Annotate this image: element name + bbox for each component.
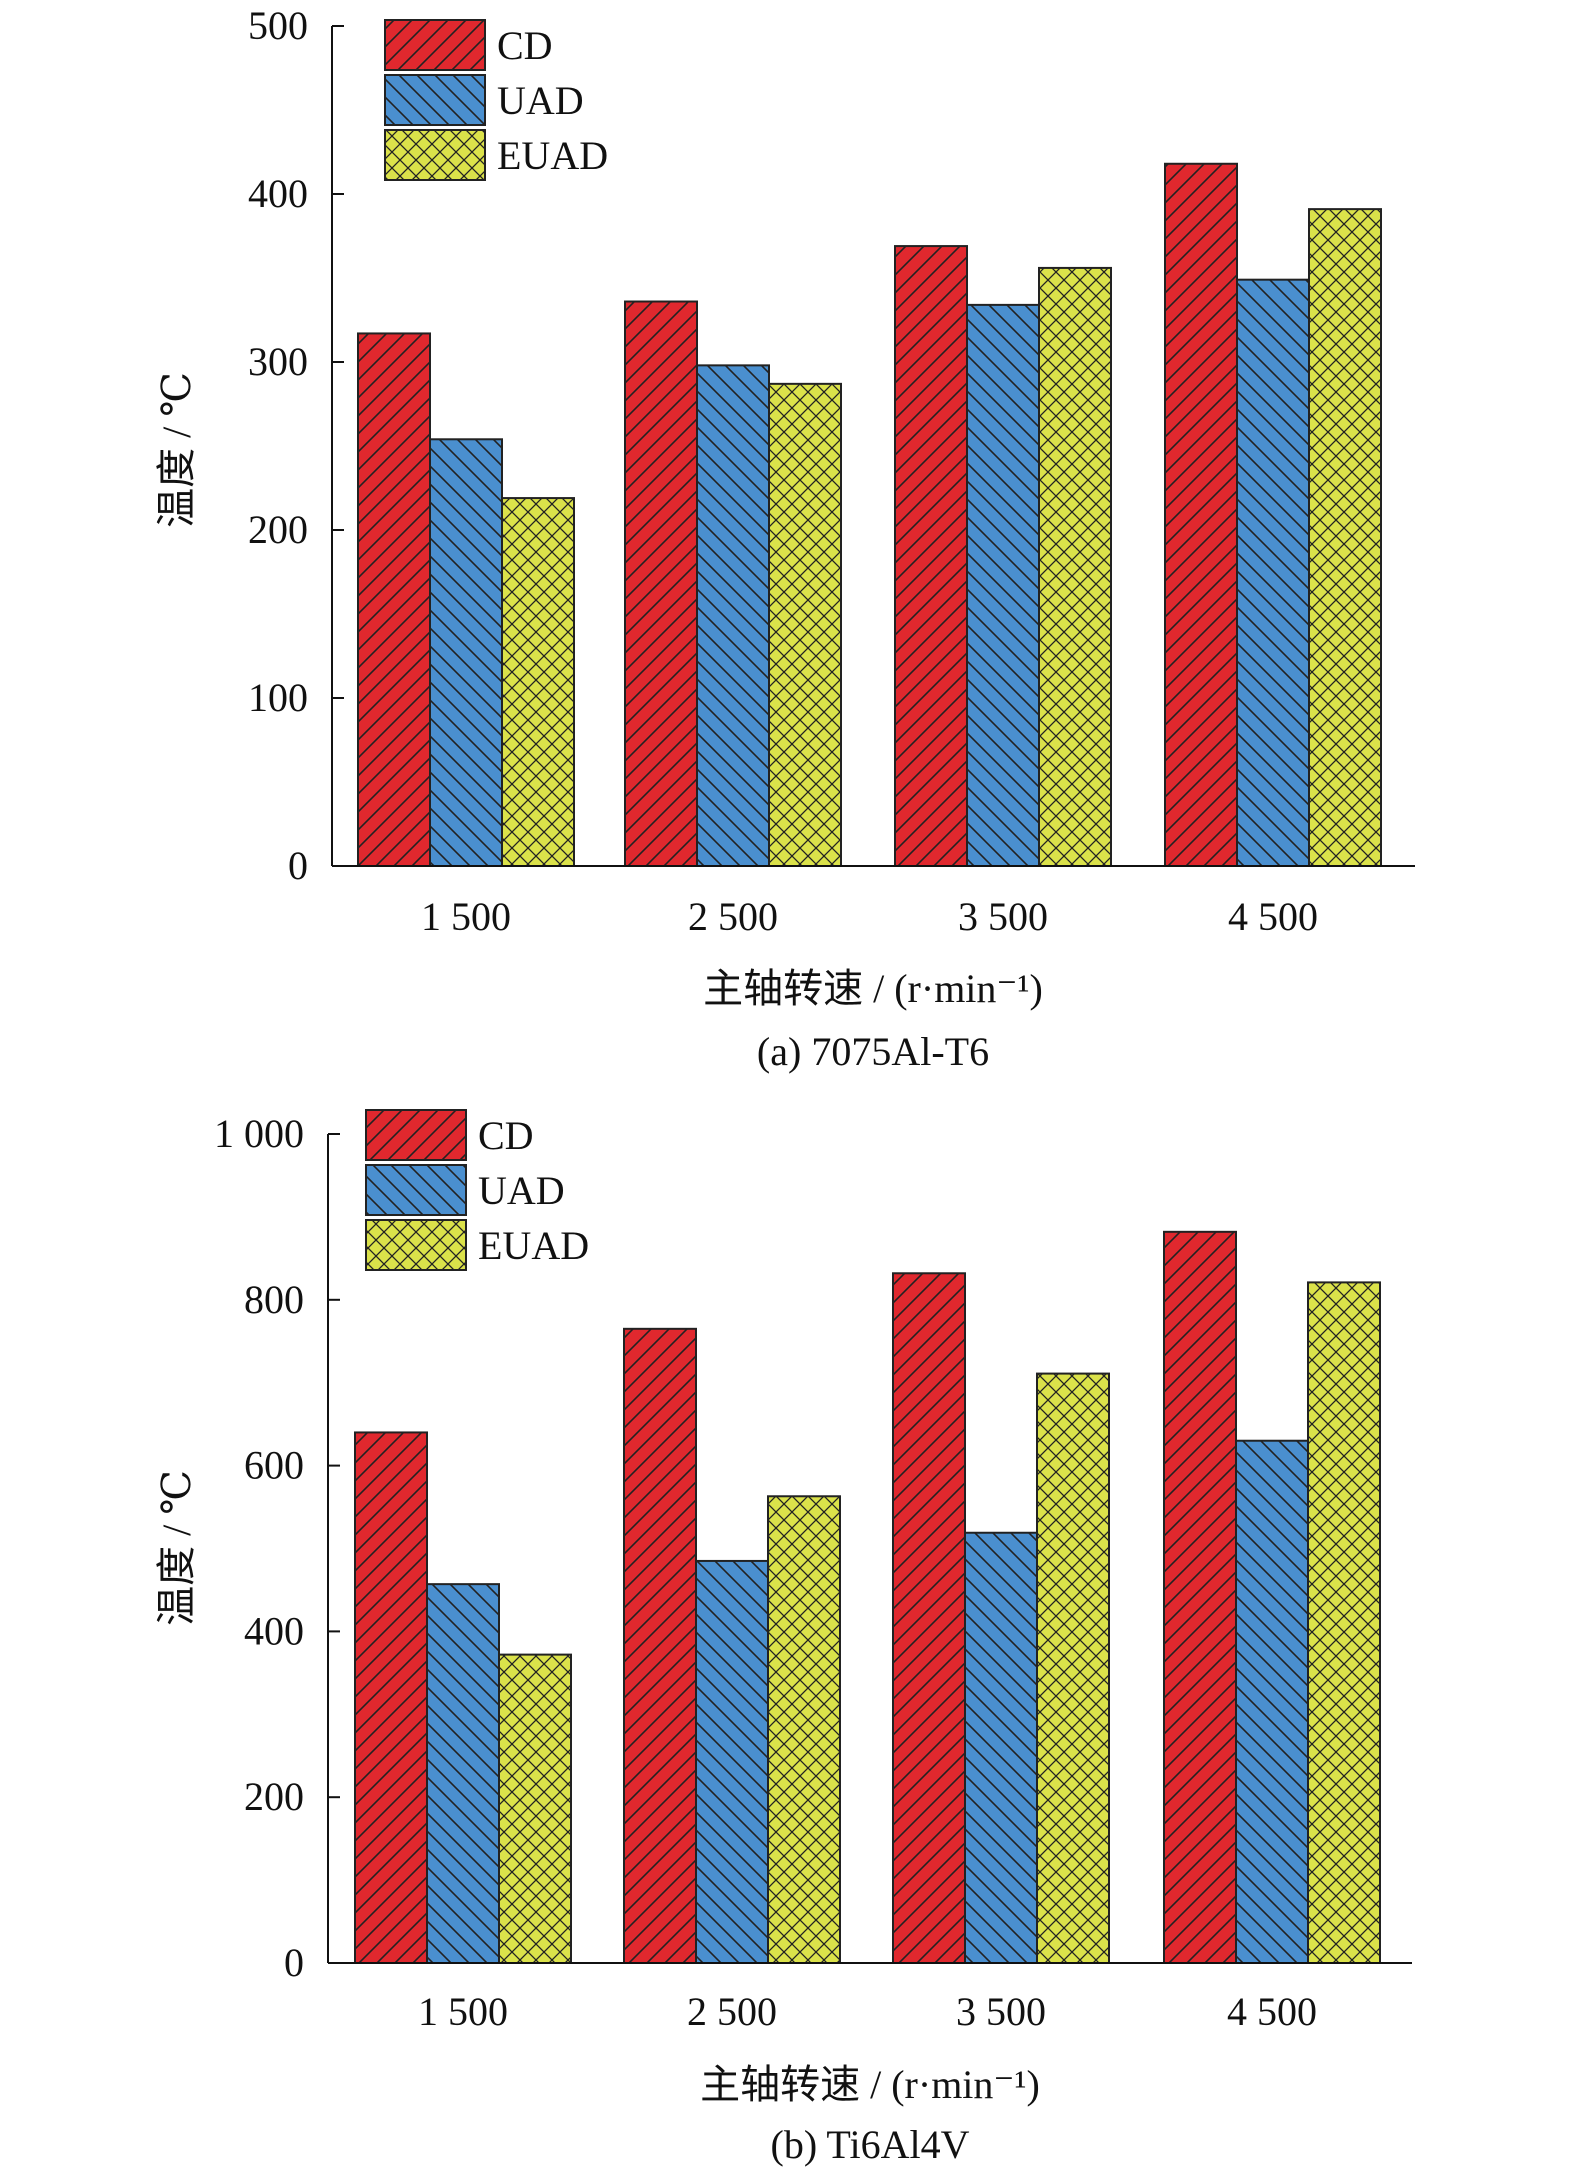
legend-b: CD UAD EUAD [365,1109,589,1271]
bar-uad-0 [426,1583,500,1964]
legend-label-euad: EUAD [497,133,608,178]
x-ticks-a: 1 500 2 500 3 500 4 500 [421,894,1318,939]
y-tick-label: 200 [248,507,308,552]
chart-panel-a: 0 100 200 300 400 500 1 500 2 500 3 500 4 500 温度… [154,3,1415,1074]
bar-uad-0 [429,438,503,867]
subtitle-b: (b) Ti6Al4V [771,2122,970,2167]
bar-cd-3 [1164,162,1238,867]
x-tick-label: 1 500 [418,1989,508,2034]
x-tick-label: 2 500 [688,894,778,939]
y-tick-label: 600 [244,1443,304,1488]
x-tick-label: 2 500 [687,1989,777,2034]
x-ticks-b: 1 500 2 500 3 500 4 500 [418,1989,1317,2034]
legend-label-cd: CD [497,23,553,68]
bar-cd-1 [624,300,698,867]
bar-euad-1 [767,1495,841,1964]
y-ticks-a: 0 100 200 300 400 500 [248,3,344,888]
bar-euad-0 [501,497,575,867]
y-ticks-b: 0 200 400 600 800 1 000 [214,1111,340,1985]
bar-uad-2 [966,303,1040,867]
y-tick-label: 200 [244,1774,304,1819]
y-axis-label-b: 温度 / ℃ [154,1470,199,1626]
x-tick-label: 1 500 [421,894,511,939]
bar-euad-1 [768,382,842,867]
bar-uad-3 [1235,1439,1309,1964]
bar-euad-2 [1038,266,1112,868]
y-tick-label: 400 [244,1608,304,1653]
y-tick-label: 800 [244,1277,304,1322]
x-axis-label-b: 主轴转速 / (r·min⁻¹) [700,2062,1040,2107]
y-tick-label: 500 [248,3,308,48]
bar-cd-0 [354,1431,428,1964]
y-tick-label: 100 [248,675,308,720]
legend-label-uad: UAD [478,1168,565,1213]
legend-swatch-cd [384,19,486,71]
legend-swatch-cd [365,1109,467,1161]
x-tick-label: 3 500 [956,1989,1046,2034]
bar-uad-2 [964,1531,1038,1965]
y-tick-label: 0 [288,843,308,888]
bars-b [354,1230,1381,1965]
legend-a: CD UAD EUAD [384,19,608,181]
legend-label-uad: UAD [497,78,584,123]
bar-cd-2 [894,245,968,867]
legend-swatch-uad [384,74,486,126]
bar-cd-0 [357,332,431,867]
y-axis-label-a: 温度 / ℃ [154,372,199,528]
x-axis-label-a: 主轴转速 / (r·min⁻¹) [703,966,1043,1011]
x-tick-label: 4 500 [1228,894,1318,939]
y-tick-label: 0 [284,1940,304,1985]
x-tick-label: 4 500 [1227,1989,1317,2034]
bar-uad-1 [696,364,770,867]
y-tick-label: 400 [248,171,308,216]
y-tick-label: 1 000 [214,1111,304,1156]
bar-euad-3 [1307,1281,1381,1964]
legend-swatch-uad [365,1164,467,1216]
bar-uad-1 [695,1559,769,1965]
bar-euad-0 [498,1653,572,1965]
bar-euad-2 [1036,1372,1110,1965]
x-tick-label: 3 500 [958,894,1048,939]
bar-cd-1 [623,1327,697,1964]
bar-uad-3 [1236,278,1310,867]
bar-euad-3 [1308,208,1382,867]
bars-a [357,162,1382,868]
legend-swatch-euad [384,129,486,181]
legend-swatch-euad [365,1219,467,1271]
y-tick-label: 300 [248,339,308,384]
legend-label-euad: EUAD [478,1223,589,1268]
bar-cd-2 [892,1272,966,1964]
bar-cd-3 [1163,1230,1237,1964]
subtitle-a: (a) 7075Al-T6 [757,1029,989,1074]
legend-label-cd: CD [478,1113,534,1158]
